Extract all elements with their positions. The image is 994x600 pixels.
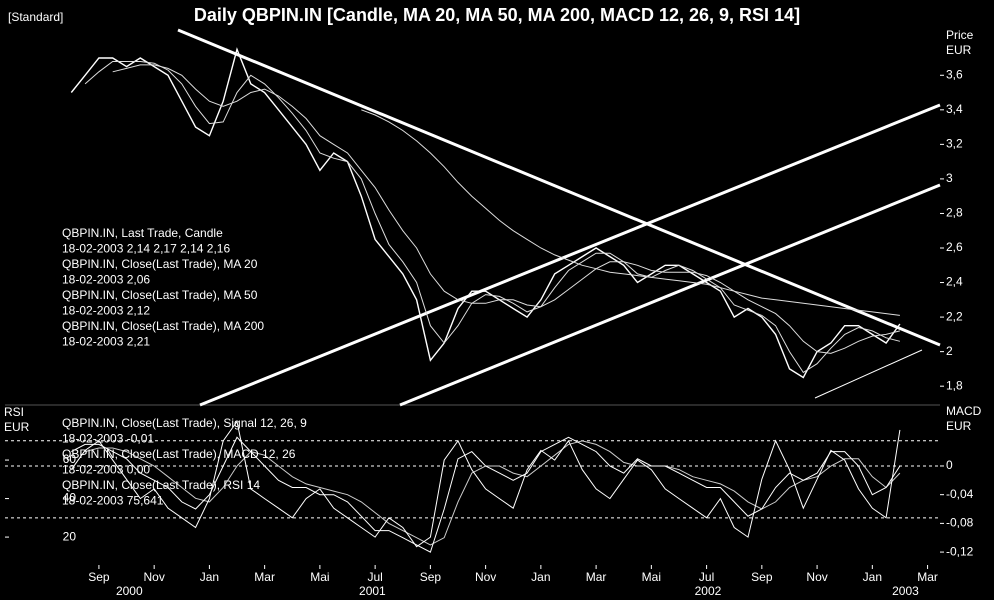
- x-tick-label: Jan: [200, 570, 219, 584]
- x-tick-label: Nov: [143, 570, 164, 584]
- y-tick-label: 2,8: [946, 206, 963, 220]
- series-line: [361, 109, 900, 316]
- x-tick-label: Nov: [475, 570, 496, 584]
- y2-axis-title: MACD: [946, 404, 982, 418]
- year-label: 2003: [892, 584, 919, 598]
- y-tick-label: 3,2: [946, 137, 963, 151]
- x-tick-label: Sep: [751, 570, 773, 584]
- mode-label: [Standard]: [8, 10, 63, 24]
- year-label: 2002: [695, 584, 722, 598]
- y-tick-label: 20: [63, 529, 77, 543]
- legend-name: QBPIN.IN, Close(Last Trade), Signal 12, …: [62, 416, 307, 430]
- x-tick-label: Mar: [586, 570, 607, 584]
- year-label: 2000: [116, 584, 143, 598]
- y2-axis-title: EUR: [946, 419, 972, 433]
- series-line: [84, 440, 901, 546]
- x-tick-label: Sep: [420, 570, 442, 584]
- legend-name: QBPIN.IN, Close(Last Trade), MACD 12, 26: [62, 447, 296, 461]
- x-tick-label: Nov: [806, 570, 827, 584]
- legend-value: 18-02-2003 2,14 2,17 2,14 2,16: [62, 242, 230, 256]
- y-axis-title: EUR: [4, 420, 30, 434]
- y-tick-label: 40: [63, 491, 77, 505]
- y-tick-label: 2,4: [946, 275, 963, 289]
- x-tick-label: Mar: [254, 570, 275, 584]
- y-tick-label: 3: [946, 171, 953, 185]
- y-axis-title: RSI: [4, 405, 24, 419]
- x-tick-label: Mai: [642, 570, 661, 584]
- chart-title: Daily QBPIN.IN [Candle, MA 20, MA 50, MA…: [194, 5, 800, 25]
- y-tick-label: 2,6: [946, 240, 963, 254]
- y-tick-label: 2,2: [946, 309, 963, 323]
- y2-tick-label: 0: [946, 458, 953, 472]
- y-tick-label: 60: [63, 452, 77, 466]
- series-line: [71, 436, 901, 553]
- y2-tick-label: -0,12: [946, 544, 974, 558]
- y-axis-title: EUR: [946, 43, 972, 57]
- legend-value: 18-02-2003 2,21: [62, 335, 150, 349]
- trend-line: [814, 349, 923, 399]
- x-tick-label: Mar: [917, 570, 938, 584]
- x-tick-label: Jul: [367, 570, 382, 584]
- series-line: [112, 64, 901, 354]
- y2-tick-label: -0,08: [946, 516, 974, 530]
- trend-line: [399, 183, 941, 407]
- legend-name: QBPIN.IN, Close(Last Trade), MA 20: [62, 257, 258, 271]
- legend-value: 18-02-2003 2,06: [62, 273, 150, 287]
- trend-line: [177, 28, 941, 347]
- series-line: [70, 420, 901, 548]
- x-tick-label: Jan: [531, 570, 550, 584]
- x-tick-label: Mai: [310, 570, 329, 584]
- legend-name: QBPIN.IN, Close(Last Trade), MA 200: [62, 319, 264, 333]
- y-tick-label: 3,4: [946, 102, 963, 116]
- legend-name: QBPIN.IN, Close(Last Trade), MA 50: [62, 288, 258, 302]
- x-tick-label: Sep: [88, 570, 110, 584]
- legend-value: 18-02-2003 0,00: [62, 463, 150, 477]
- y-tick-label: 2: [946, 344, 953, 358]
- series-line: [84, 61, 901, 374]
- legend-value: 18-02-2003 -0,01: [62, 432, 154, 446]
- legend-name: QBPIN.IN, Close(Last Trade), RSI 14: [62, 478, 260, 492]
- y2-tick-label: -0,04: [946, 487, 974, 501]
- legend-value: 18-02-2003 75,641: [62, 494, 164, 508]
- y-axis-title: Price: [946, 28, 974, 42]
- x-tick-label: Jan: [863, 570, 882, 584]
- y-tick-label: 3,6: [946, 67, 963, 81]
- series-line: [70, 47, 901, 379]
- year-label: 2001: [359, 584, 386, 598]
- legend-value: 18-02-2003 2,12: [62, 304, 150, 318]
- x-tick-label: Jul: [699, 570, 714, 584]
- trend-line: [199, 103, 941, 407]
- y-tick-label: 1,8: [946, 378, 963, 392]
- legend-name: QBPIN.IN, Last Trade, Candle: [62, 226, 223, 240]
